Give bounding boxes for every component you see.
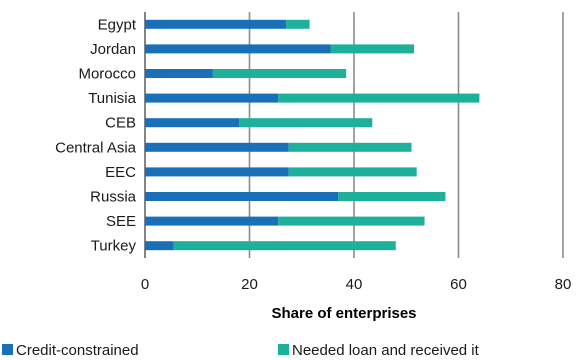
bar-needed-loan-received	[239, 118, 373, 128]
x-tick-label: 40	[346, 276, 363, 293]
category-label: Turkey	[91, 238, 137, 255]
x-tick-label: 0	[141, 276, 149, 293]
bars	[145, 19, 480, 251]
category-label: SEE	[106, 213, 136, 230]
legend-swatch	[2, 344, 13, 355]
bar-credit-constrained	[145, 69, 213, 78]
bar-needed-loan-received	[286, 19, 310, 29]
legend: Credit-constrained Needed loan and receiv…	[2, 342, 480, 359]
x-tick-label: 80	[555, 276, 572, 293]
category-label: Russia	[90, 189, 137, 206]
bar-needed-loan-received	[212, 69, 347, 78]
bar-credit-constrained	[145, 241, 174, 251]
category-label: EEC	[105, 164, 136, 181]
category-labels: Egypt Jordan Morocco Tunisia CEB Central Asia…	[55, 16, 137, 254]
category-label: Tunisia	[88, 90, 136, 107]
bar-credit-constrained	[145, 216, 279, 226]
x-tick-label: 60	[450, 276, 467, 293]
bar-credit-constrained	[145, 192, 339, 201]
category-label: CEB	[105, 115, 136, 132]
bar-credit-constrained	[145, 93, 279, 103]
category-label: Jordan	[90, 41, 136, 58]
bar-needed-loan-received	[338, 192, 446, 201]
bar-credit-constrained	[145, 44, 331, 54]
legend-label: Needed loan and received it	[292, 342, 480, 359]
x-tick-label: 20	[241, 276, 258, 293]
bar-needed-loan-received	[288, 142, 412, 152]
x-tick-labels: 0 20 40 60 80	[141, 276, 572, 293]
category-label: Central Asia	[55, 139, 137, 156]
bar-needed-loan-received	[278, 93, 480, 103]
legend-label: Credit-constrained	[16, 342, 139, 359]
category-label: Morocco	[78, 66, 136, 83]
category-label: Egypt	[98, 16, 137, 33]
x-axis-title: Share of enterprises	[271, 305, 416, 322]
legend-swatch	[278, 344, 289, 355]
bar-needed-loan-received	[173, 241, 396, 251]
bar-credit-constrained	[145, 19, 287, 29]
bar-needed-loan-received	[288, 167, 417, 177]
bar-credit-constrained	[145, 167, 289, 177]
bar-needed-loan-received	[278, 216, 425, 226]
bar-needed-loan-received	[330, 44, 415, 54]
bar-credit-constrained	[145, 142, 289, 152]
bar-credit-constrained	[145, 118, 240, 128]
